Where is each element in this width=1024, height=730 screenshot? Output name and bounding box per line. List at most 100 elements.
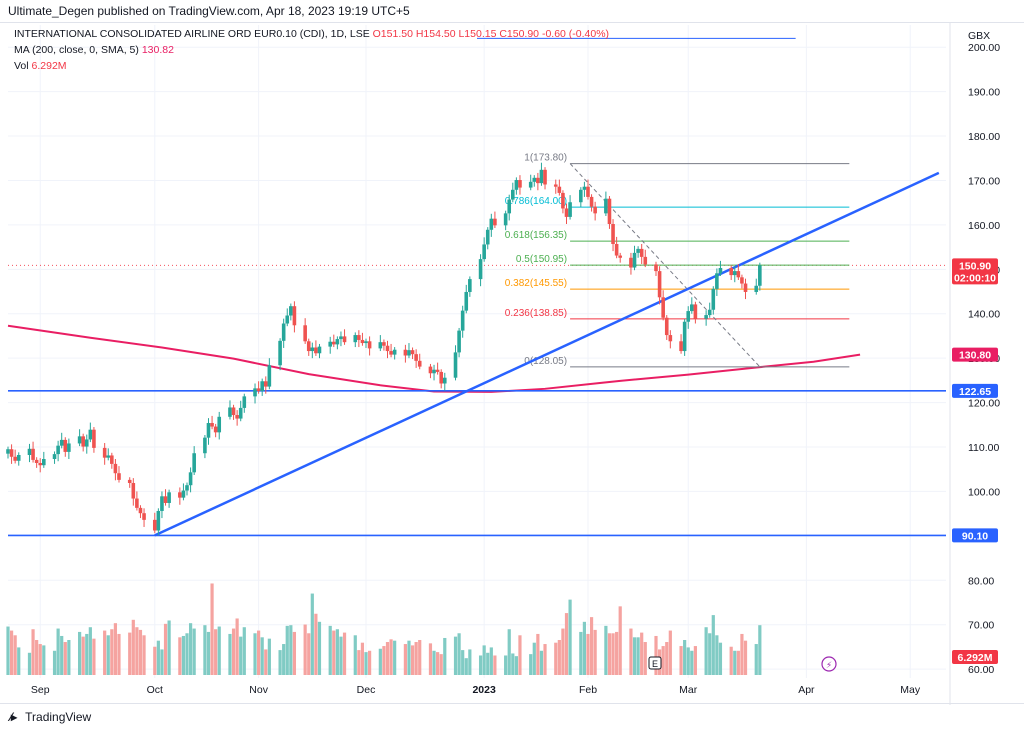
grid bbox=[8, 25, 946, 678]
volume-bar bbox=[289, 625, 293, 675]
volume-bar bbox=[586, 633, 590, 675]
candle-body bbox=[715, 273, 719, 289]
volume-bar bbox=[428, 643, 433, 675]
volume-bar bbox=[468, 649, 472, 675]
candle-body bbox=[654, 264, 658, 272]
candle-body bbox=[342, 336, 347, 343]
candle-body bbox=[582, 186, 587, 190]
candle-body bbox=[31, 448, 35, 460]
candle-body bbox=[611, 224, 615, 244]
candle-body bbox=[59, 439, 64, 446]
candles bbox=[6, 162, 762, 536]
candle-body bbox=[385, 345, 390, 352]
volume-bar bbox=[654, 635, 658, 675]
price-chart[interactable]: 1(173.80) 0.786(164.00) 0.618(156.35) 0.5(1… bbox=[0, 23, 1024, 705]
volume-bar bbox=[453, 636, 458, 675]
candle-body bbox=[410, 350, 415, 355]
volume-bar bbox=[482, 645, 486, 675]
volume-bar bbox=[615, 631, 619, 675]
volume-bar bbox=[188, 623, 193, 675]
volume-bar bbox=[478, 655, 483, 675]
volume-bar bbox=[307, 633, 311, 675]
candle-body bbox=[607, 198, 612, 225]
candle-body bbox=[192, 453, 196, 473]
candle-body bbox=[331, 341, 336, 345]
volume-bar bbox=[686, 647, 690, 675]
volume-bar bbox=[683, 640, 687, 675]
price-tick-label: 160.00 bbox=[968, 220, 1000, 232]
candle-body bbox=[403, 349, 408, 356]
volume-bar bbox=[568, 599, 572, 675]
candle-body bbox=[468, 279, 472, 292]
chart-frame[interactable]: 1(173.80) 0.786(164.00) 0.618(156.35) 0.5(1… bbox=[0, 22, 1024, 705]
volume-bar bbox=[103, 630, 107, 675]
volume-bar bbox=[364, 652, 368, 675]
volume-bar bbox=[310, 593, 314, 675]
volume-bar bbox=[661, 646, 665, 675]
candle-body bbox=[528, 181, 533, 188]
candle-body bbox=[152, 519, 157, 531]
volume-bar bbox=[643, 642, 647, 675]
fib-level-label: 0.618(156.35) bbox=[505, 230, 567, 241]
candle-body bbox=[539, 169, 544, 184]
volume-bar bbox=[131, 619, 135, 675]
candle-body bbox=[593, 206, 597, 214]
candle-body bbox=[13, 456, 17, 461]
volume-bar bbox=[589, 617, 594, 675]
tradingview-logo-icon: ⁄▸ bbox=[10, 710, 17, 724]
volume-bar bbox=[9, 630, 14, 675]
volume-bar bbox=[253, 633, 257, 675]
candle-body bbox=[306, 341, 311, 352]
volume-bar bbox=[60, 635, 64, 675]
candle-body bbox=[743, 283, 748, 292]
volume-bar bbox=[78, 631, 82, 675]
volume-bar bbox=[328, 625, 332, 675]
volume-bar bbox=[493, 655, 497, 675]
volume-bar bbox=[138, 629, 143, 675]
volume-bar bbox=[529, 654, 533, 675]
volume-bar bbox=[604, 625, 608, 675]
candle-body bbox=[435, 369, 440, 372]
volume-bar bbox=[579, 631, 583, 675]
volume-bar bbox=[464, 658, 468, 675]
volume-bar bbox=[385, 642, 390, 675]
price-tick-label: 190.00 bbox=[968, 87, 1000, 99]
candle-body bbox=[303, 325, 307, 342]
candle-body bbox=[657, 271, 662, 298]
volume-bar bbox=[110, 629, 114, 675]
candle-body bbox=[317, 346, 322, 354]
candle-body bbox=[536, 177, 540, 184]
publisher-line: Ultimate_Degen published on TradingView.… bbox=[8, 4, 410, 18]
volume-bar bbox=[593, 629, 597, 675]
candle-body bbox=[586, 186, 590, 197]
volume-bar bbox=[113, 623, 118, 675]
candle-body bbox=[392, 349, 397, 355]
volume-bar bbox=[733, 650, 737, 675]
candle-body bbox=[292, 306, 297, 326]
volume-bar bbox=[457, 633, 461, 675]
volume-bar bbox=[335, 629, 339, 675]
candle-body bbox=[364, 341, 368, 344]
volume-bar bbox=[729, 646, 733, 675]
candle-body bbox=[668, 335, 673, 342]
volume-bar bbox=[511, 653, 515, 675]
volume-bar bbox=[715, 635, 719, 675]
time-tick-label: Dec bbox=[357, 684, 376, 696]
candle-body bbox=[267, 365, 272, 387]
volume-bar bbox=[564, 613, 569, 675]
volume-bar bbox=[407, 640, 411, 675]
volume-bar bbox=[461, 650, 465, 675]
volume-bar bbox=[292, 631, 297, 675]
candle-body bbox=[378, 342, 383, 349]
volume-bar bbox=[618, 606, 622, 675]
volume-bar bbox=[543, 644, 547, 675]
time-tick-label: Nov bbox=[249, 684, 268, 696]
candle-body bbox=[360, 339, 365, 344]
candle-body bbox=[253, 388, 257, 397]
earnings-marker-text: E bbox=[652, 659, 658, 669]
volume-bar bbox=[607, 633, 612, 675]
volume-bar bbox=[640, 632, 644, 675]
candle-body bbox=[67, 443, 71, 452]
candle-body bbox=[407, 350, 411, 356]
footer-brand: TradingView bbox=[25, 710, 92, 724]
